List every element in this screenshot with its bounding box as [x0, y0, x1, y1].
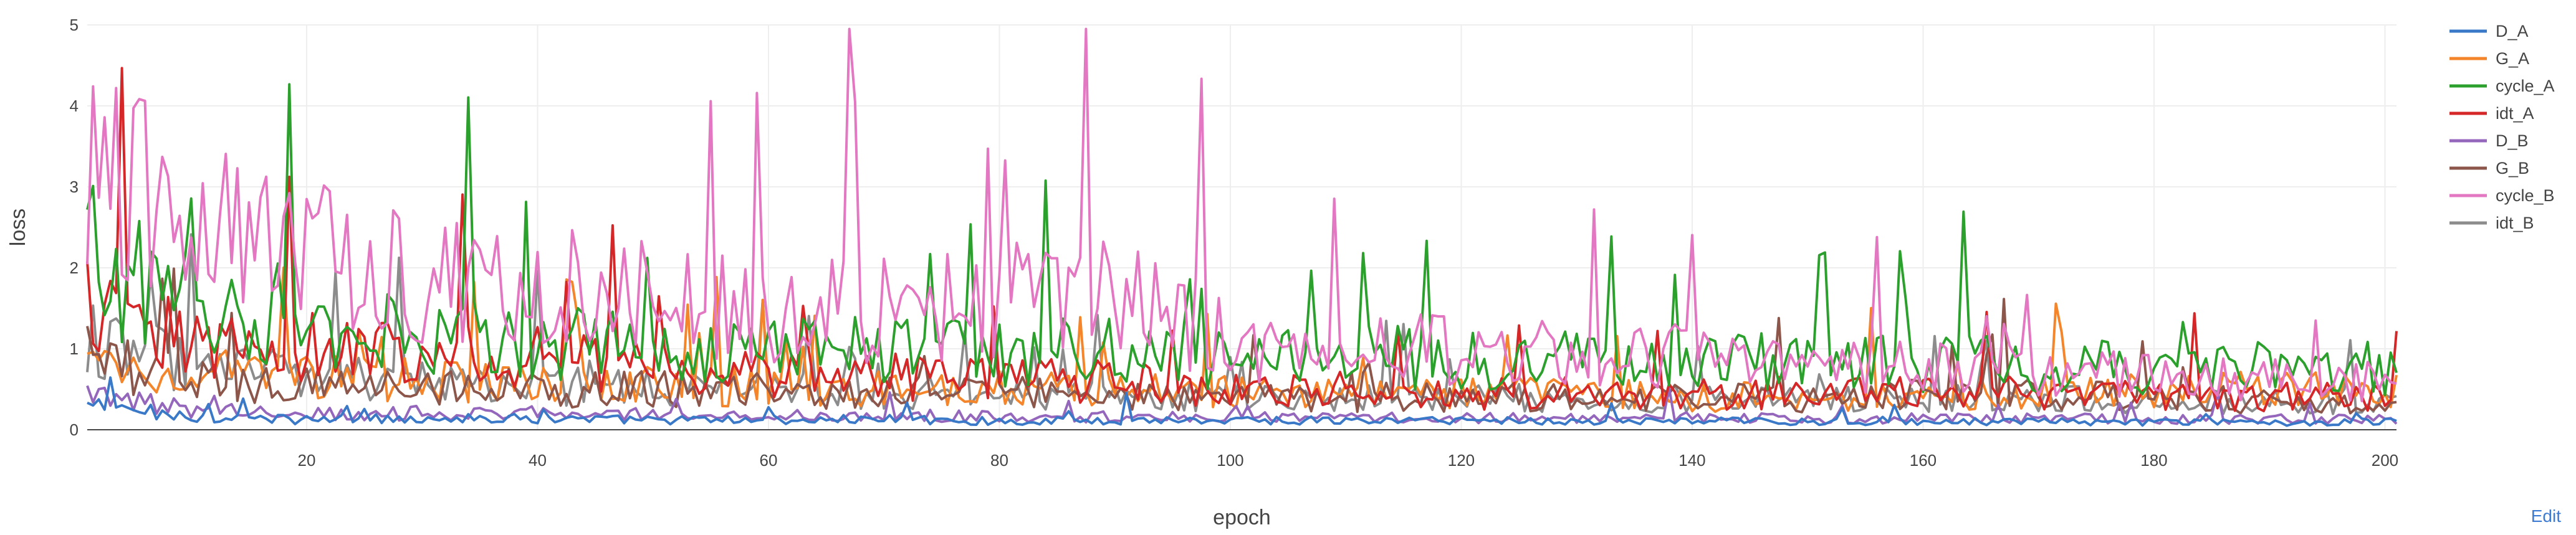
- series-line-d_a: [87, 376, 2397, 427]
- x-tick-label: 180: [2140, 451, 2167, 470]
- series-line-cycle_b: [86, 27, 2397, 402]
- y-axis-title: loss: [6, 209, 30, 246]
- legend-item-d_b[interactable]: D_B: [2449, 131, 2529, 150]
- legend-item-d_a[interactable]: D_A: [2449, 22, 2529, 40]
- x-tick-label: 160: [1910, 451, 1937, 470]
- legend[interactable]: D_A G_A cycle_A idt_A D_B G_B cycle_B idt_B: [2449, 22, 2555, 232]
- x-tick-label: 20: [298, 451, 316, 470]
- series-line-cycle_a: [86, 83, 2398, 397]
- legend-label: D_A: [2496, 22, 2529, 40]
- x-tick-label: 200: [2372, 451, 2398, 470]
- y-tick-label: 2: [70, 258, 79, 277]
- legend-item-cycle_a[interactable]: cycle_A: [2449, 77, 2555, 95]
- legend-label: cycle_B: [2496, 186, 2555, 205]
- y-tick-label: 1: [70, 339, 79, 358]
- legend-item-g_b[interactable]: G_B: [2449, 159, 2529, 178]
- legend-label: cycle_A: [2496, 77, 2555, 95]
- edit-link[interactable]: Edit: [2531, 506, 2561, 526]
- series-layer: [86, 27, 2398, 427]
- legend-item-cycle_b[interactable]: cycle_B: [2449, 186, 2555, 205]
- legend-item-idt_b[interactable]: idt_B: [2449, 214, 2534, 232]
- y-tick-label: 3: [70, 178, 79, 196]
- x-tick-label: 80: [990, 451, 1008, 470]
- x-axis-title: epoch: [1213, 506, 1271, 529]
- x-tick-label: 120: [1448, 451, 1475, 470]
- y-tick-label: 4: [70, 97, 79, 115]
- y-tick-label: 5: [70, 16, 79, 34]
- legend-label: G_B: [2496, 159, 2529, 178]
- legend-label: idt_A: [2496, 104, 2534, 123]
- y-tick-label: 0: [70, 420, 79, 439]
- legend-item-idt_a[interactable]: idt_A: [2449, 104, 2534, 123]
- x-tick-label: 60: [760, 451, 778, 470]
- series-line-idt_a: [86, 67, 2398, 412]
- x-tick-label: 140: [1678, 451, 1705, 470]
- legend-label: G_A: [2496, 49, 2529, 68]
- tick-labels: 0 1 2 3 4 5 20 40 60 80 100 120 140 160 180 200: [70, 16, 2399, 470]
- legend-item-g_a[interactable]: G_A: [2449, 49, 2529, 68]
- series-line-g_b: [86, 267, 2397, 415]
- x-tick-label: 40: [529, 451, 547, 470]
- legend-label: idt_B: [2496, 214, 2534, 232]
- x-tick-label: 100: [1217, 451, 1243, 470]
- legend-label: D_B: [2496, 131, 2529, 150]
